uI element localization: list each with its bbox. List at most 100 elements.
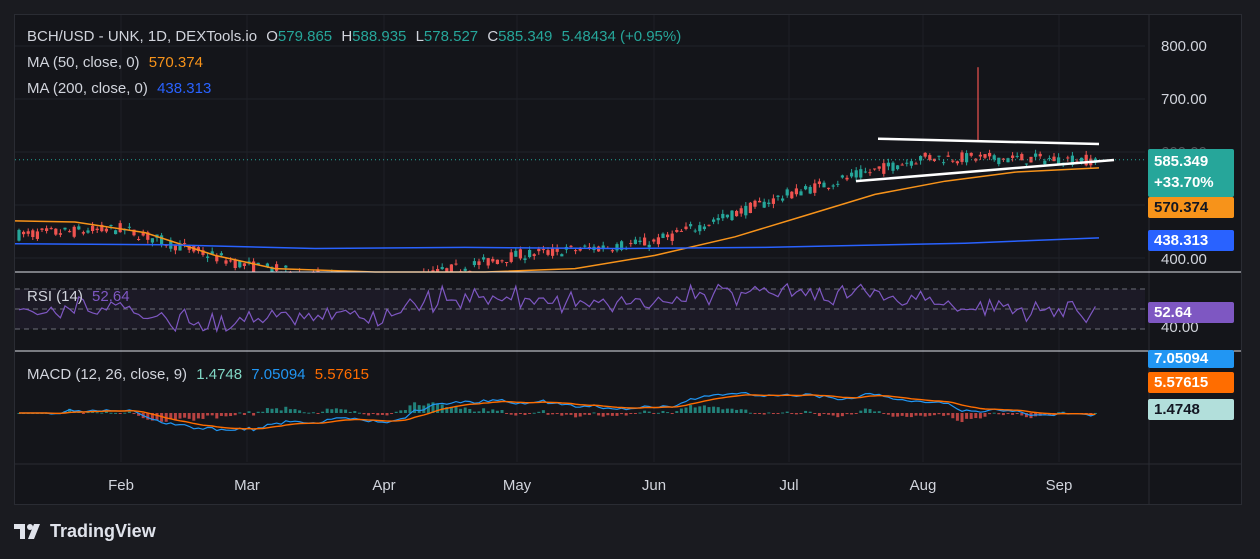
macd-legend[interactable]: MACD (12, 26, close, 9) 1.4748 7.05094 5… — [27, 366, 374, 383]
macd-histogram-bar — [997, 413, 1001, 415]
macd-histogram-bar — [261, 411, 265, 413]
candle-body — [45, 228, 49, 232]
candle-body — [537, 248, 541, 252]
candle-body — [1024, 163, 1028, 165]
candle-body — [233, 259, 237, 269]
macd-histogram-bar — [173, 413, 177, 421]
macd-histogram-bar — [224, 413, 228, 417]
candle-body — [201, 250, 205, 255]
candle-body — [781, 198, 785, 201]
candle-body — [850, 172, 854, 177]
candle-body — [647, 244, 651, 248]
macd-line-tag: 7.05094 — [1148, 350, 1234, 368]
macd-histogram-bar — [353, 411, 357, 413]
macd-histogram-bar — [505, 413, 509, 414]
macd-histogram-bar — [817, 413, 821, 417]
chart-canvas[interactable] — [15, 15, 1242, 505]
candle-body — [196, 247, 200, 251]
macd-histogram-bar — [528, 413, 532, 414]
macd-histogram-bar — [146, 413, 150, 420]
macd-histogram-bar — [597, 413, 601, 416]
macd-histogram-bar — [762, 413, 766, 415]
macd-histogram-bar — [932, 413, 936, 416]
candle-body — [804, 186, 808, 190]
candle-body — [77, 226, 81, 230]
change-pct-value: +33.70% — [1154, 174, 1214, 191]
candle-body — [808, 186, 812, 194]
macd-histogram-bar — [712, 406, 716, 413]
month-label-aug: Aug — [909, 477, 937, 494]
candle-body — [896, 165, 900, 170]
macd-histogram-bar — [804, 410, 808, 413]
macd-histogram-bar — [693, 407, 697, 413]
candle-body — [284, 265, 288, 268]
macd-histogram-bar — [385, 413, 389, 416]
candle-body — [1034, 153, 1038, 157]
candle-body — [560, 254, 564, 257]
candle-body — [652, 239, 656, 242]
macd-panel — [17, 391, 1097, 432]
macd-histogram-bar — [886, 413, 890, 415]
candle-body — [721, 213, 725, 219]
candle-body — [735, 210, 739, 217]
candle-body — [472, 261, 476, 266]
macd-histogram-bar — [1020, 413, 1024, 416]
candle-body — [578, 249, 582, 251]
candle-body — [146, 232, 150, 240]
macd-histogram-bar — [790, 413, 794, 414]
candle-body — [72, 226, 76, 237]
candle-body — [730, 210, 734, 221]
ma50-label: MA (50, close, 0) — [27, 54, 140, 71]
macd-histogram-bar — [192, 413, 196, 421]
candle-body — [132, 229, 136, 236]
macd-histogram-bar — [449, 406, 453, 413]
macd-histogram-bar — [491, 409, 495, 413]
macd-histogram-bar — [334, 408, 338, 413]
macd-histogram-bar — [348, 411, 352, 413]
macd-histogram-bar — [877, 411, 881, 413]
candle-body — [583, 245, 587, 247]
price-tick-800: 800.00 — [1161, 38, 1207, 55]
candle-body — [491, 258, 495, 262]
macd-histogram-bar — [495, 410, 499, 413]
candle-body — [753, 200, 757, 207]
ma200-legend[interactable]: MA (200, close, 0) 438.313 — [27, 80, 216, 97]
macd-histogram-bar — [702, 405, 706, 413]
rsi-panel — [15, 282, 1145, 334]
macd-histogram-bar — [896, 413, 900, 417]
candle-body — [969, 152, 973, 156]
candle-body — [569, 245, 573, 247]
macd-histogram-bar — [413, 402, 417, 413]
macd-histogram-bar — [118, 413, 122, 414]
macd-histogram-bar — [799, 413, 803, 414]
candle-body — [813, 183, 817, 193]
macd-histogram-bar — [302, 412, 306, 414]
macd-histogram-bar — [417, 405, 421, 413]
macd-histogram-bar — [868, 409, 872, 413]
macd-histogram-bar — [459, 408, 463, 413]
macd-histogram-bar — [426, 403, 430, 413]
macd-histogram — [17, 402, 1097, 423]
macd-histogram-bar — [468, 408, 472, 413]
candle-body — [518, 249, 522, 259]
macd-histogram-bar — [311, 412, 315, 414]
candle-body — [532, 254, 536, 257]
tradingview-logo[interactable]: TradingView — [14, 521, 156, 542]
candle-body — [822, 182, 826, 188]
candle-body — [1001, 158, 1005, 160]
macd-histogram-bar — [684, 407, 688, 413]
macd-histogram-bar — [284, 406, 288, 413]
ma50-legend[interactable]: MA (50, close, 0) 570.374 — [27, 54, 208, 71]
candle-body — [551, 247, 555, 256]
candle-body — [81, 232, 85, 234]
macd-histogram-bar — [845, 413, 849, 415]
macd-histogram-bar — [293, 409, 297, 413]
macd-histogram-bar — [601, 413, 605, 417]
macd-histogram-bar — [472, 411, 476, 413]
macd-histogram-bar — [781, 412, 785, 414]
macd-histogram-bar — [219, 413, 223, 416]
macd-histogram-bar — [339, 409, 343, 413]
candle-body — [463, 268, 467, 271]
rsi-legend[interactable]: RSI (14) 52.64 — [27, 288, 135, 305]
macd-histogram-bar — [155, 413, 159, 421]
